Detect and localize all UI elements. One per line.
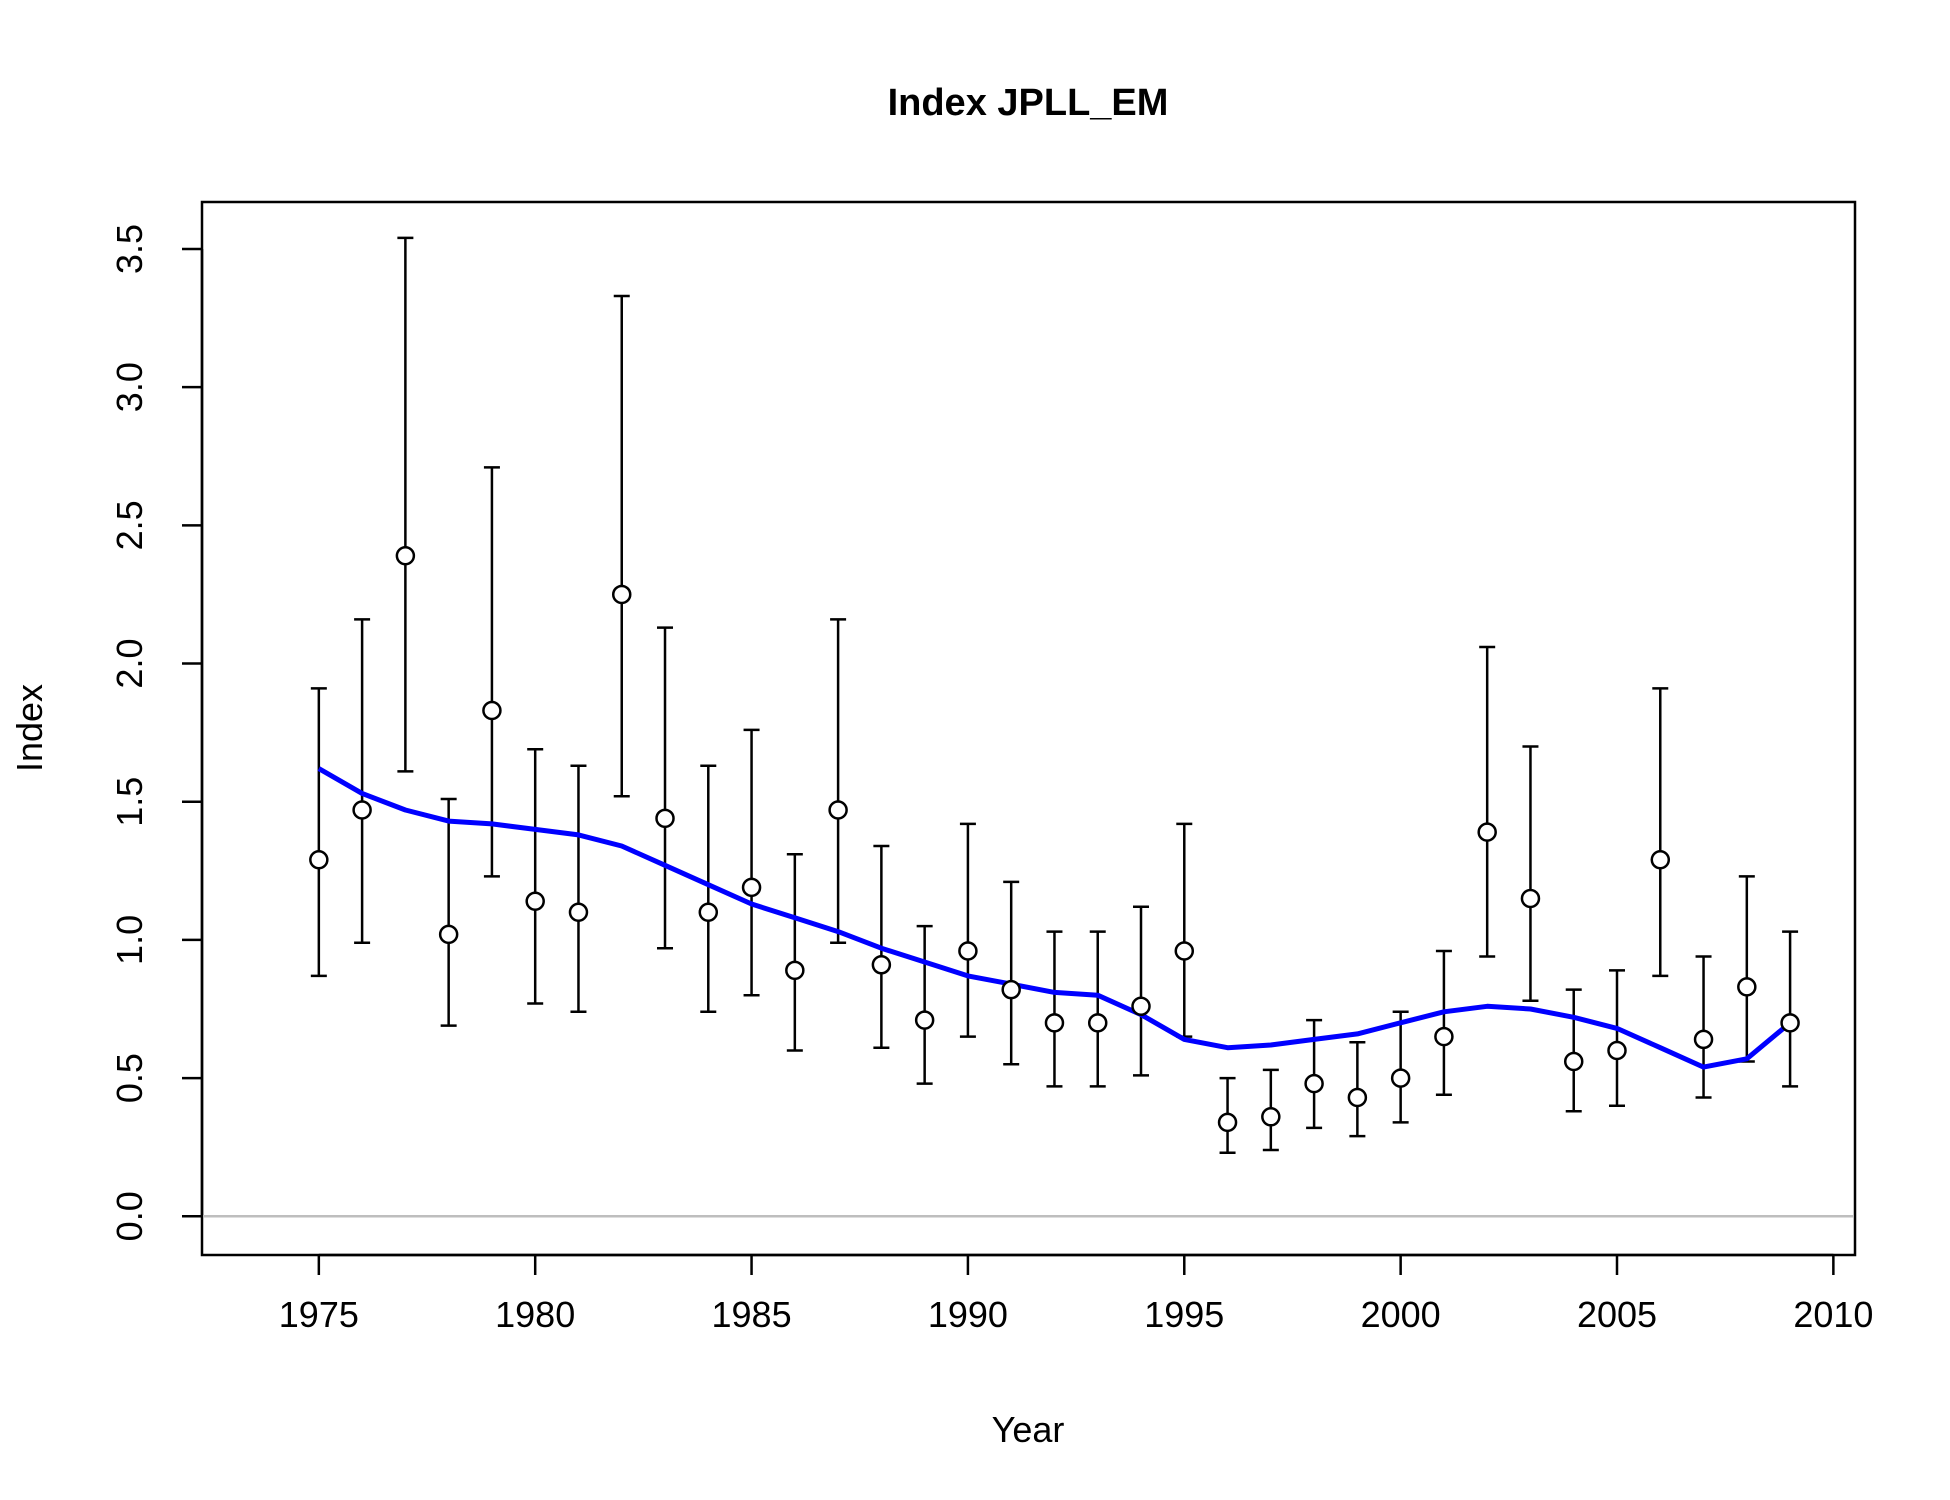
error-bar [1609,969,1626,1108]
error-bar [1479,645,1496,958]
error-bar [1782,930,1799,1088]
data-point [655,808,675,829]
data-point [871,955,892,975]
x-tick-label: 1985 [712,1294,792,1335]
error-bar [1522,745,1539,1002]
error-bar [440,797,457,1027]
data-point [1174,941,1195,961]
x-tick-label: 1975 [279,1294,359,1335]
error-bar [310,687,327,978]
error-bar [657,626,674,950]
data-point [309,850,329,870]
data-point [1563,1051,1584,1072]
data-point [1477,822,1497,842]
data-point [1217,1112,1238,1133]
data-point [1693,1029,1714,1050]
chart-title: Index JPLL_EM [888,82,1169,124]
data-point [525,891,545,911]
data-point [352,800,372,820]
y-axis-label: Index [9,684,50,772]
data-point [1737,977,1757,997]
error-bar [1738,875,1755,1063]
data-point [1390,1068,1411,1088]
data-point [438,924,459,945]
error-bar [1435,949,1452,1096]
error-bar [959,822,976,1038]
data-point [1434,1026,1454,1047]
error-bar [354,618,371,944]
error-bar [527,747,544,1005]
error-bar [1089,930,1106,1088]
error-bar [1565,988,1582,1113]
x-tick-label: 2000 [1361,1294,1441,1335]
error-bar [1695,955,1712,1099]
x-axis: 1975 1980 1985 1990 1995 2000 2005 2010 [279,1253,1873,1335]
data-point [1131,996,1151,1017]
data-point [1001,979,1021,1000]
axes [200,200,1857,1257]
data-point [1044,1013,1065,1033]
y-tick-label: 1.0 [109,915,150,965]
data-point [1520,888,1541,909]
error-bar [1176,822,1193,1038]
error-bar [1003,880,1020,1066]
data-point [1607,1040,1627,1061]
error-bar [613,294,630,798]
data-point [1304,1073,1324,1094]
y-tick-label: 2.0 [109,639,150,689]
x-tick-label: 1980 [495,1294,575,1335]
x-tick-label: 2010 [1793,1294,1873,1335]
data-point [741,877,762,898]
data-point [1650,850,1671,870]
error-bar [570,764,587,1014]
x-tick-label: 2005 [1577,1294,1657,1335]
error-bar [1133,905,1150,1077]
fitted-line [317,766,1792,1070]
data-point [395,546,416,566]
y-tick-label: 0.5 [109,1053,150,1103]
y-tick-label: 2.5 [109,500,150,550]
x-tick-label: 1995 [1144,1294,1224,1335]
data-point [568,902,589,923]
data-point [1261,1107,1281,1127]
data-point [698,902,719,923]
data-point [1347,1087,1368,1108]
error-bar [830,618,847,944]
y-tick-label: 0.0 [109,1191,150,1241]
data-point [611,584,632,605]
error-bar [743,728,760,997]
error-bar [916,924,933,1085]
data-point [482,700,502,721]
observed-points [309,546,1800,1133]
error-bar [786,853,803,1052]
x-axis-label: Year [992,1409,1065,1450]
error-bar [700,764,717,1014]
error-bar [1046,930,1063,1088]
y-tick-label: 3.0 [109,362,150,412]
error-bars [310,236,1799,1154]
y-tick-label: 1.5 [109,777,150,827]
data-point [914,1010,935,1030]
data-point [828,800,848,820]
data-point [1780,1013,1800,1033]
data-point [785,960,805,981]
error-bar [1652,687,1669,978]
error-bar [483,466,500,878]
error-bar [397,236,414,773]
x-tick-label: 1990 [928,1294,1008,1335]
plot-frame [200,200,1857,1257]
y-tick-label: 3.5 [109,224,150,274]
data-point [1087,1013,1108,1033]
y-axis: 0.0 0.5 1.0 1.5 2.0 2.5 3.0 3.5 [109,224,204,1241]
error-bar [1392,1010,1409,1124]
data-point [958,941,978,961]
